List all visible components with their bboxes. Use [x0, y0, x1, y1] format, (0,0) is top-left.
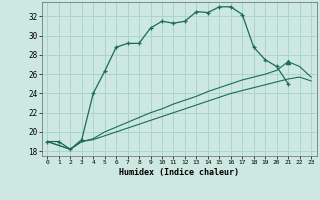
- X-axis label: Humidex (Indice chaleur): Humidex (Indice chaleur): [119, 168, 239, 177]
